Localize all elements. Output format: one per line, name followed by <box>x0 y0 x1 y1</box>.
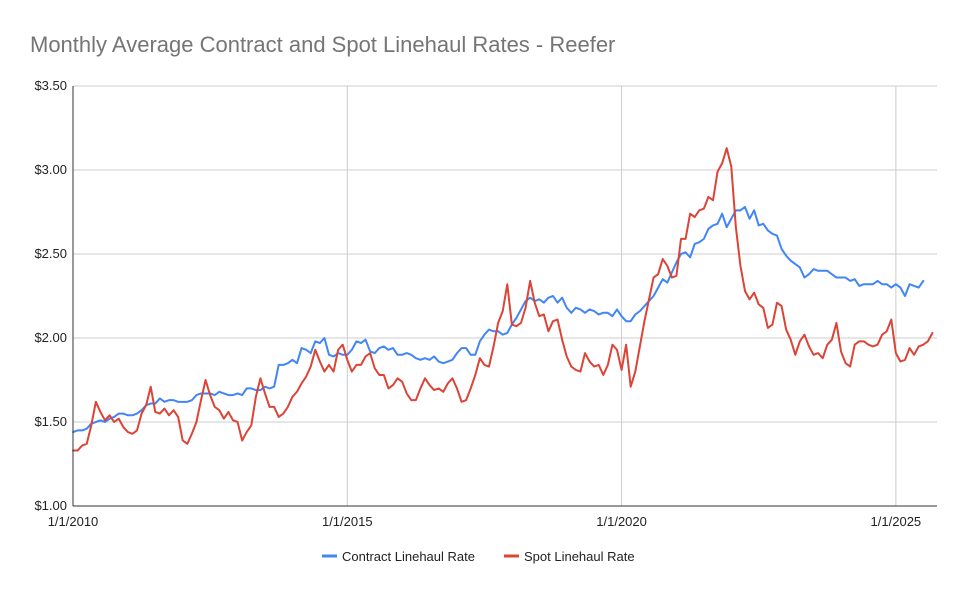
x-tick-label: 1/1/2010 <box>48 514 99 529</box>
x-tick-label: 1/1/2020 <box>596 514 647 529</box>
chart-title: Monthly Average Contract and Spot Lineha… <box>30 32 615 57</box>
y-tick-label: $2.00 <box>34 330 67 345</box>
legend: Contract Linehaul Rate Spot Linehaul Rat… <box>322 549 635 564</box>
series-line-contract <box>72 205 925 434</box>
series-line-spot <box>72 147 934 452</box>
y-tick-label: $1.00 <box>34 498 67 513</box>
x-tick-label: 1/1/2015 <box>322 514 373 529</box>
y-tick-label: $2.50 <box>34 246 67 261</box>
y-tick-label: $1.50 <box>34 414 67 429</box>
x-tick-label: 1/1/2025 <box>871 514 922 529</box>
gridlines <box>73 85 937 506</box>
y-tick-label: $3.50 <box>34 78 67 93</box>
y-tick-label: $3.00 <box>34 162 67 177</box>
axes <box>72 86 937 507</box>
legend-label-contract: Contract Linehaul Rate <box>342 549 475 564</box>
legend-label-spot: Spot Linehaul Rate <box>524 549 635 564</box>
tick-labels: $1.00 $1.50 $2.00 $2.50 $3.00 $3.50 1/1/2010 1/… <box>34 78 921 529</box>
series-lines <box>72 147 934 452</box>
